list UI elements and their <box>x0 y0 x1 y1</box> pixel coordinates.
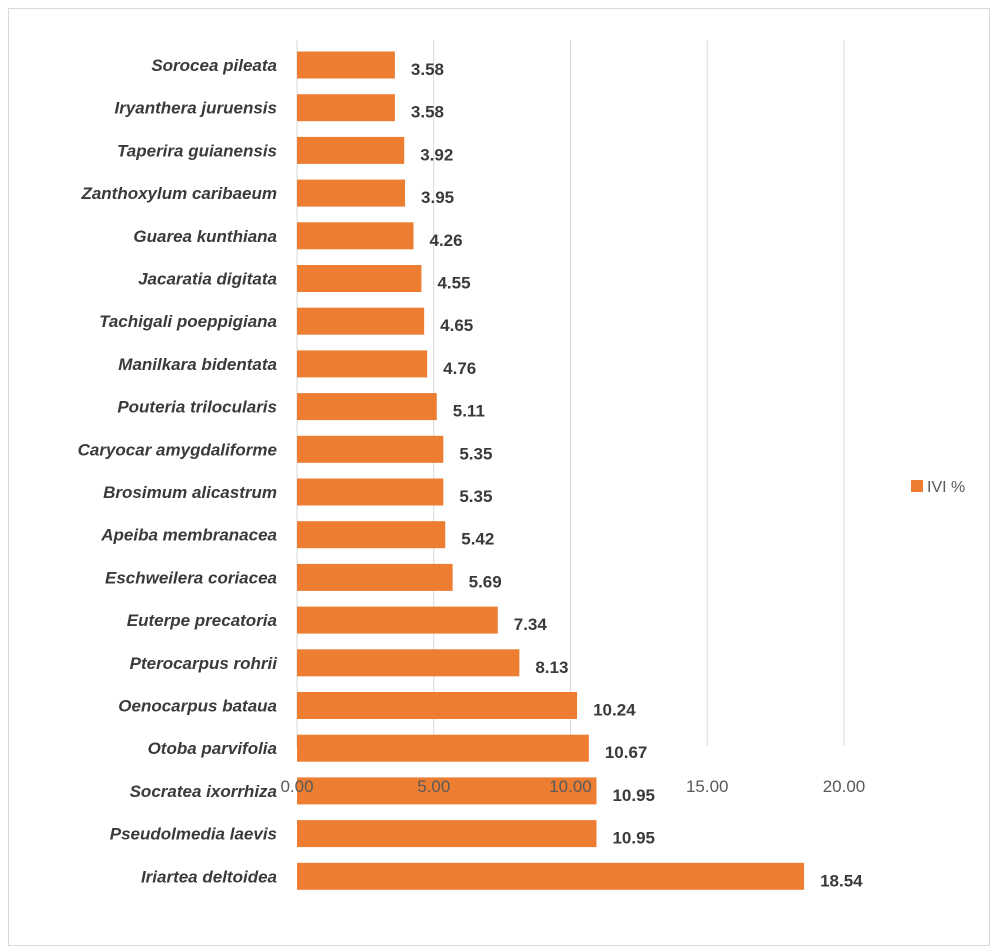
x-tick-label: 5.00 <box>417 777 450 796</box>
category-label: Taperira guianensis <box>117 141 277 160</box>
data-label: 3.95 <box>421 188 454 207</box>
category-label: Euterpe precatoria <box>127 611 277 630</box>
bar <box>297 265 422 292</box>
data-label: 5.35 <box>459 487 492 506</box>
labels: 0.00 5.00 10.00 15.00 20.00 Sorocea pileata 3.… <box>78 56 866 890</box>
category-label: Otoba parvifolia <box>148 739 277 758</box>
data-label: 10.67 <box>605 743 648 762</box>
data-label: 10.24 <box>593 701 636 720</box>
category-label: Socratea ixorrhiza <box>130 782 277 801</box>
data-label: 10.95 <box>612 786 655 805</box>
data-label: 7.34 <box>514 615 548 634</box>
category-label: Pterocarpus rohrii <box>130 654 279 673</box>
bar <box>297 606 498 634</box>
bar <box>297 222 414 250</box>
legend-swatch <box>911 480 923 492</box>
bar <box>297 734 589 762</box>
data-label: 5.11 <box>453 402 485 421</box>
bar <box>297 862 805 890</box>
bar <box>297 478 444 506</box>
x-tick-label: 0.00 <box>280 777 313 796</box>
data-label: 3.92 <box>420 145 453 164</box>
bar <box>297 777 597 805</box>
bar <box>297 179 406 207</box>
bar <box>297 307 425 335</box>
bar <box>297 820 597 848</box>
category-label: Iryanthera juruensis <box>114 99 277 118</box>
data-label: 4.55 <box>437 274 470 293</box>
data-label: 5.35 <box>459 444 492 463</box>
data-label: 4.65 <box>440 316 473 335</box>
x-tick-label: 15.00 <box>686 777 729 796</box>
bar <box>297 521 446 549</box>
bar <box>297 649 520 677</box>
data-label: 4.26 <box>430 231 463 250</box>
bar <box>297 692 578 719</box>
category-label: Guarea kunthiana <box>133 227 277 246</box>
data-label: 18.54 <box>820 871 863 890</box>
category-label: Caryocar amygdaliforme <box>78 440 277 459</box>
data-label: 3.58 <box>411 60 444 79</box>
data-label: 5.69 <box>469 572 502 591</box>
bar <box>297 51 395 79</box>
category-label: Jacaratia digitata <box>138 270 277 289</box>
category-label: Eschweilera coriacea <box>105 568 277 587</box>
bar <box>297 393 437 421</box>
data-label: 4.76 <box>443 359 476 378</box>
bar <box>297 136 405 164</box>
category-label: Brosimum alicastrum <box>103 483 277 502</box>
bar <box>297 350 428 378</box>
category-label: Manilkara bidentata <box>118 355 277 374</box>
category-label: Sorocea pileata <box>151 56 277 75</box>
x-tick-label: 20.00 <box>823 777 866 796</box>
category-label: Oenocarpus bataua <box>118 697 277 716</box>
bar <box>297 94 395 122</box>
data-label: 3.58 <box>411 103 444 122</box>
data-label: 5.42 <box>461 530 494 549</box>
data-label: 10.95 <box>612 829 655 848</box>
bar <box>297 435 444 463</box>
category-label: Tachigali poeppigiana <box>99 312 277 331</box>
x-tick-label: 10.00 <box>549 777 592 796</box>
data-label: 8.13 <box>535 658 568 677</box>
category-label: Pouteria trilocularis <box>117 398 277 417</box>
bar <box>297 563 453 591</box>
category-label: Apeiba membranacea <box>100 526 277 545</box>
legend: IVI % <box>911 479 965 496</box>
category-label: Zanthoxylum caribaeum <box>80 184 277 203</box>
bars <box>297 51 805 890</box>
legend-label: IVI % <box>927 479 965 496</box>
category-label: Pseudolmedia laevis <box>110 825 277 844</box>
category-label: Iriartea deltoidea <box>141 867 277 886</box>
